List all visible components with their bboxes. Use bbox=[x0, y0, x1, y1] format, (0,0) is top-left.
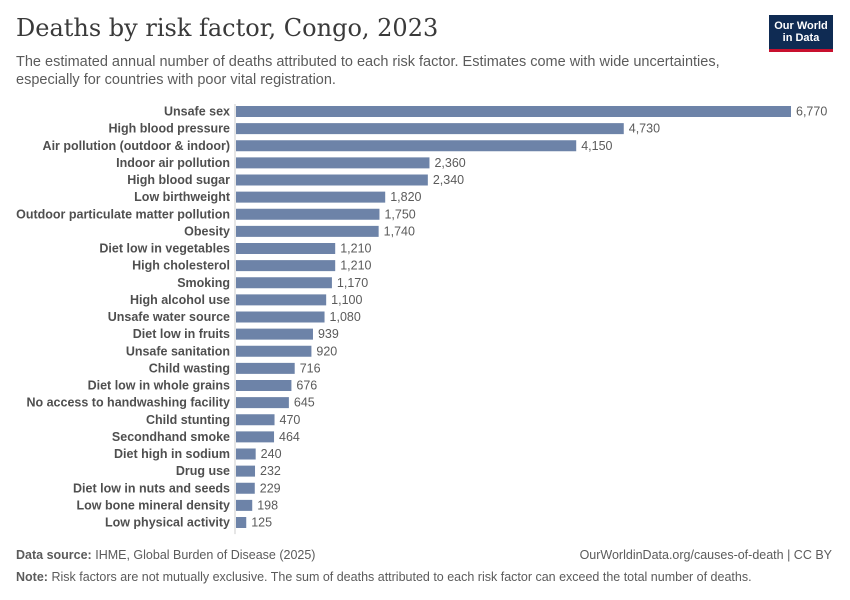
bar[interactable] bbox=[236, 499, 253, 511]
category-label: High cholesterol bbox=[132, 259, 230, 273]
category-label: Diet low in vegetables bbox=[99, 242, 230, 256]
bar[interactable] bbox=[236, 208, 380, 220]
value-label: 2,360 bbox=[434, 156, 465, 170]
bar[interactable] bbox=[236, 328, 313, 340]
bar[interactable] bbox=[236, 414, 275, 426]
bar[interactable] bbox=[236, 311, 325, 323]
bar[interactable] bbox=[236, 380, 292, 391]
bar[interactable] bbox=[236, 243, 336, 254]
category-label: Diet low in fruits bbox=[133, 327, 230, 341]
note-row: Note: Risk factors are not mutually excl… bbox=[16, 570, 832, 584]
bar[interactable] bbox=[236, 225, 379, 237]
bar-chart: Unsafe sex 6,770 High blood pressure 4,730 A… bbox=[16, 104, 827, 535]
value-label: 1,080 bbox=[330, 310, 361, 324]
source-text: IHME, Global Burden of Disease (2025) bbox=[95, 548, 316, 562]
source-row: Data source: IHME, Global Burden of Dise… bbox=[16, 548, 832, 562]
value-label: 939 bbox=[318, 327, 339, 341]
value-label: 716 bbox=[300, 361, 321, 375]
bar[interactable] bbox=[236, 294, 327, 306]
value-label: 4,730 bbox=[629, 122, 660, 136]
value-label: 6,770 bbox=[796, 105, 827, 119]
value-label: 1,740 bbox=[384, 224, 415, 238]
bar[interactable] bbox=[236, 191, 386, 203]
category-label: Diet low in whole grains bbox=[88, 379, 230, 393]
category-label: High blood sugar bbox=[127, 173, 230, 187]
logo-line-2: in Data bbox=[782, 32, 820, 44]
category-label: Low birthweight bbox=[134, 190, 231, 204]
logo-line-1: Our World bbox=[774, 20, 828, 32]
value-label: 470 bbox=[280, 413, 301, 427]
bar[interactable] bbox=[236, 397, 289, 409]
note-label: Note: bbox=[16, 570, 48, 584]
value-label: 676 bbox=[296, 379, 317, 393]
bar[interactable] bbox=[236, 140, 577, 152]
category-label: Low physical activity bbox=[105, 516, 230, 530]
chart-subtitle: The estimated annual number of deaths at… bbox=[16, 54, 720, 88]
value-label: 229 bbox=[260, 481, 281, 495]
category-label: Diet high in sodium bbox=[114, 447, 230, 461]
owid-logo[interactable]: Our World in Data bbox=[769, 15, 833, 52]
bar[interactable] bbox=[236, 362, 295, 374]
category-label: Unsafe sex bbox=[164, 105, 230, 119]
bar[interactable] bbox=[236, 465, 256, 477]
value-label: 198 bbox=[257, 498, 278, 512]
category-label: Secondhand smoke bbox=[112, 430, 230, 444]
value-label: 232 bbox=[260, 464, 281, 478]
category-label: High alcohol use bbox=[130, 293, 230, 307]
value-label: 1,210 bbox=[340, 242, 371, 256]
bar[interactable] bbox=[236, 482, 255, 494]
category-label: Drug use bbox=[176, 464, 230, 478]
category-label: Outdoor particulate matter pollution bbox=[16, 207, 230, 221]
note-text: Risk factors are not mutually exclusive.… bbox=[51, 570, 752, 584]
value-label: 2,340 bbox=[433, 173, 464, 187]
category-label: Child stunting bbox=[146, 413, 230, 427]
category-label: Low bone mineral density bbox=[77, 498, 231, 512]
category-label: Indoor air pollution bbox=[116, 156, 230, 170]
value-label: 240 bbox=[261, 447, 282, 461]
bar[interactable] bbox=[236, 260, 336, 272]
category-label: High blood pressure bbox=[108, 122, 230, 136]
value-label: 464 bbox=[279, 430, 300, 444]
category-label: Diet low in nuts and seeds bbox=[73, 481, 230, 495]
category-label: Unsafe sanitation bbox=[126, 344, 230, 358]
source-label: Data source: bbox=[16, 548, 92, 562]
bar[interactable] bbox=[236, 345, 312, 357]
value-label: 1,100 bbox=[331, 293, 362, 307]
category-label: Air pollution (outdoor & indoor) bbox=[43, 139, 230, 153]
value-label: 1,170 bbox=[337, 276, 368, 290]
bar[interactable] bbox=[236, 448, 256, 460]
bar[interactable] bbox=[236, 106, 791, 117]
bar[interactable] bbox=[236, 277, 332, 289]
source-url-link[interactable]: OurWorldinData.org/causes-of-death | CC … bbox=[579, 548, 832, 562]
category-label: Obesity bbox=[184, 224, 230, 238]
value-label: 125 bbox=[251, 516, 272, 530]
bar[interactable] bbox=[236, 123, 624, 135]
value-label: 645 bbox=[294, 396, 315, 410]
bar[interactable] bbox=[236, 431, 275, 443]
value-label: 1,820 bbox=[390, 190, 421, 204]
category-label: Child wasting bbox=[149, 361, 230, 375]
bar[interactable] bbox=[236, 157, 430, 169]
value-label: 1,210 bbox=[340, 259, 371, 273]
category-label: Unsafe water source bbox=[108, 310, 230, 324]
bar[interactable] bbox=[236, 517, 247, 528]
category-label: Smoking bbox=[177, 276, 230, 290]
value-label: 920 bbox=[316, 344, 337, 358]
category-label: No access to handwashing facility bbox=[26, 396, 230, 410]
chart-title: Deaths by risk factor, Congo, 2023 bbox=[16, 14, 439, 42]
value-label: 1,750 bbox=[384, 207, 415, 221]
value-label: 4,150 bbox=[581, 139, 612, 153]
bar[interactable] bbox=[236, 174, 428, 186]
